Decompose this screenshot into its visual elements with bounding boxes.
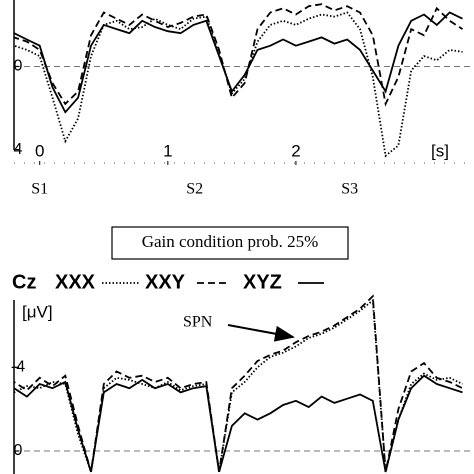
series-line	[14, 294, 463, 473]
series-line	[14, 11, 463, 158]
y-tick-label: 0	[14, 442, 23, 459]
title-box	[111, 226, 349, 260]
panel-title: Gain condition prob. 25%	[142, 232, 319, 251]
series-line	[14, 3, 463, 107]
y-tick-label: 0	[14, 58, 23, 75]
y-tick-label: 4	[14, 141, 23, 158]
x-axis-label: [s]	[431, 141, 449, 160]
legend-title: Cz	[12, 271, 36, 293]
bottom-panel: Gain condition prob. 25% Cz [μV] SPN -4 0…	[11, 226, 474, 474]
x-tick-label: 2	[291, 141, 300, 160]
y-axis-label: [μV]	[22, 302, 53, 321]
legend-label: XXX	[55, 271, 96, 293]
x-tick-label: 1	[163, 141, 172, 160]
top-panel: 04 0 1 2 [s]S1 S2 S3	[13, 0, 474, 198]
stimulus-label: S3	[341, 181, 358, 198]
stimulus-label: S2	[186, 181, 203, 198]
legend-label: XYZ	[243, 271, 282, 293]
stimulus-label: S1	[31, 181, 48, 198]
annotation-arrow	[227, 324, 295, 342]
legend-label: XXY	[145, 271, 186, 293]
x-tick-label: 0	[35, 141, 44, 160]
series-line	[14, 11, 463, 114]
y-tick-label: -4	[11, 359, 25, 376]
series-line	[14, 374, 463, 473]
annotation: SPN	[183, 314, 213, 331]
